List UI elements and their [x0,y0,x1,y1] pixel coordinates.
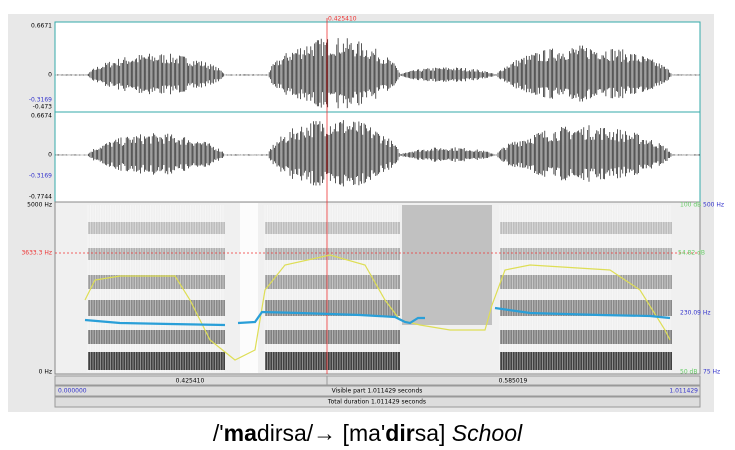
visible-start: 0.000000 [58,388,87,395]
formant-band [88,352,225,370]
caption: /'madirsa/→ [ma'dirsa] School [0,420,735,447]
caption-part: dirsa/ [257,420,313,446]
formant-band [88,275,225,289]
time-right: 0.585019 [499,378,528,385]
ch1-marker: -0.3169 [29,97,52,104]
total-label: Total duration 1.011429 seconds [327,399,426,406]
caption-italic: School [452,420,522,446]
time-left: 0.425410 [176,378,205,385]
visible-label: Visible part 1.011429 seconds [332,388,423,395]
cursor-time: 0.425410 [328,16,357,23]
spec-max: 5000 Hz [27,202,52,209]
ch2-max: 0.6674 [31,113,52,120]
praat-window: 0.425410 0.6671 0 -0.3169 -0.473 0.6674 … [0,0,735,415]
caption-part: [ma' [336,420,385,446]
formant-band [88,330,225,344]
spec-min: 0 Hz [39,369,52,376]
formant-band [88,300,225,316]
formant-band [500,222,672,234]
ch2-zero: 0 [48,152,52,159]
caption-part: sa] [415,420,452,446]
striations [88,205,223,372]
formant-band [500,248,672,260]
pitch-top: 500 Hz [703,202,724,209]
page: 0.425410 0.6671 0 -0.3169 -0.473 0.6674 … [0,0,735,450]
pitch-bottom: 75 Hz [703,369,720,376]
ch1-zero: 0 [48,72,52,79]
fricative-noise [402,205,492,325]
intensity-top: 100 dB [680,202,701,209]
ch2-min: -0.7744 [29,194,52,201]
visible-end: 1.011429 [669,388,698,395]
caption-part: /' [213,420,224,446]
ch2-marker: -0.3169 [29,173,52,180]
ch1-min: -0.473 [33,104,53,111]
spec-cursor: 3633.3 Hz [21,250,52,257]
caption-bold: ma [224,420,257,446]
formant-band [500,275,672,289]
pitch-mid: 230.09 Hz [680,310,711,317]
ch1-max: 0.6671 [31,23,52,30]
caption-arrow: → [313,420,336,446]
intensity-bottom: 50 dB [680,369,697,376]
caption-bold: dir [385,420,414,446]
formant-band [500,330,672,344]
formant-band [500,352,672,370]
intensity-mid: 54.82 dB [678,250,705,257]
formant-band [88,222,225,234]
formant-band [88,248,225,260]
